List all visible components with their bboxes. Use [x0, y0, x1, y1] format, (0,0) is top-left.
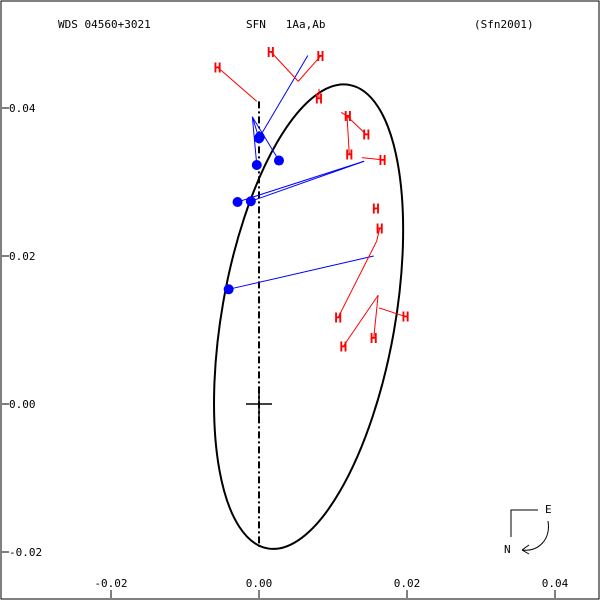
- y-tick-label-2: 0.00: [9, 398, 36, 411]
- y-tick-label-0: 0.04: [9, 102, 36, 115]
- compass-east-label: E: [545, 503, 552, 516]
- observation-point-hst-8: H: [372, 203, 380, 218]
- compass-axes: [510, 509, 538, 537]
- observation-point-hst-13: H: [370, 332, 378, 347]
- x-axis-ticks: -0.02 0.00 0.02 0.04: [94, 577, 569, 598]
- residual-line-hst-5: [346, 115, 367, 136]
- observation-point-filled-5: [232, 196, 243, 207]
- residual-line-hst-12: [342, 294, 379, 347]
- x-tick-label-0: -0.02: [94, 577, 127, 590]
- residual-line-hst-6: [346, 116, 350, 155]
- observation-point-hst-6: H: [345, 149, 353, 164]
- header-discoverer-code: SFN 1Aa,Ab: [246, 18, 325, 31]
- compass-arrowhead: [521, 544, 530, 555]
- observation-point-filled-1: [251, 159, 262, 170]
- residual-line-filled-3: [259, 55, 309, 138]
- observation-point-hst-2: H: [317, 50, 325, 65]
- observation-point-filled-2: [273, 155, 284, 166]
- residual-line-hst-0: [217, 66, 258, 102]
- observation-point-hst-5: H: [362, 129, 370, 144]
- residual-line-hst-4: [340, 112, 349, 117]
- observation-point-hst-7: H: [379, 154, 387, 169]
- residual-line-filled-2: [251, 116, 280, 161]
- compass-rotation-arrow: [521, 520, 549, 551]
- observation-point-hst-12: H: [339, 340, 347, 355]
- residual-line-hst-1: [270, 51, 299, 82]
- residual-line-hst-11: [378, 307, 406, 318]
- residual-line-hst-13: [373, 295, 379, 339]
- apparent-orbit-ellipse: [213, 83, 405, 550]
- header-star-id: WDS 04560+3021: [58, 18, 151, 31]
- residual-lines: [217, 51, 406, 347]
- residual-line-hst-10: [337, 240, 378, 318]
- observation-point-filled-6: [223, 284, 234, 295]
- observation-point-hst-4: H: [344, 110, 352, 125]
- residual-line-hst-8: [374, 208, 377, 210]
- header-reference: (Sfn2001): [474, 18, 534, 31]
- y-axis-ticks: 0.04 0.02 0.00 -0.02: [2, 102, 42, 559]
- compass-north-label: N: [504, 543, 511, 556]
- observation-point-filled-3: [254, 131, 265, 142]
- observation-point-hst-9: H: [376, 223, 384, 238]
- x-tick-label-2: 0.02: [394, 577, 421, 590]
- y-tick-label-1: 0.02: [9, 250, 36, 263]
- x-tick-label-1: 0.00: [246, 577, 273, 590]
- x-tick-label-3: 0.04: [542, 577, 569, 590]
- observation-point-hst-1: H: [267, 46, 275, 61]
- observation-point-hst-11: H: [402, 311, 410, 326]
- residual-line-hst-7: [361, 157, 383, 161]
- compass: E N: [504, 503, 552, 556]
- residual-line-filled-5: [237, 160, 365, 203]
- residual-line-filled-4: [250, 160, 365, 202]
- observation-point-hst-10: H: [334, 311, 342, 326]
- observation-point-hst-3: H: [315, 92, 323, 107]
- observation-point-filled-4: [245, 196, 256, 207]
- observation-point-hst-0: H: [214, 61, 222, 76]
- y-tick-label-3: -0.02: [9, 546, 42, 559]
- residual-line-hst-9: [376, 228, 381, 242]
- residual-line-hst-2: [297, 55, 321, 82]
- residual-line-filled-1: [251, 116, 258, 166]
- orbit-layer: [213, 83, 405, 550]
- residual-line-filled-6: [228, 255, 374, 290]
